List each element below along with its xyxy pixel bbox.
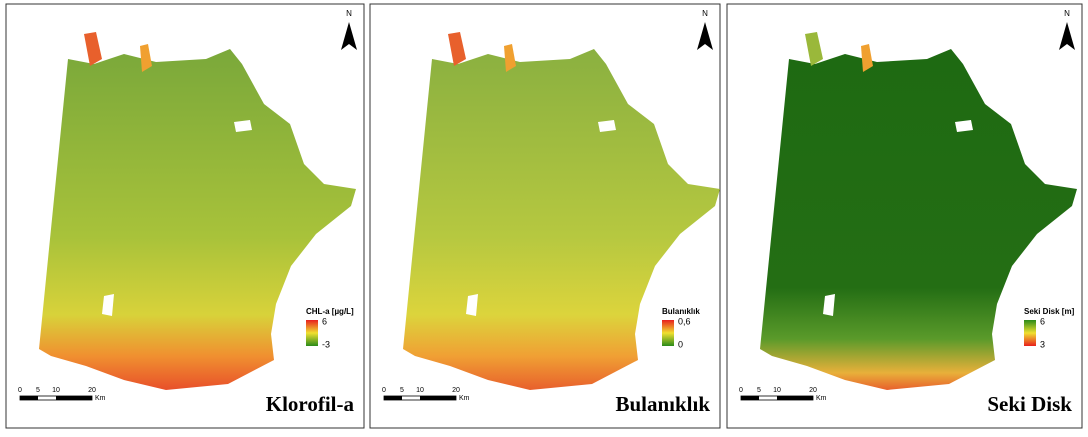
scale-tick: 20 bbox=[809, 387, 817, 394]
panel-title: Seki Disk bbox=[987, 392, 1072, 416]
scale-unit: Km bbox=[95, 395, 106, 402]
scale-tick: 10 bbox=[52, 387, 60, 394]
legend-title: CHL-a [µg/L] bbox=[306, 307, 354, 316]
island bbox=[955, 120, 973, 132]
legend-min: 3 bbox=[1040, 339, 1045, 349]
legend-ramp bbox=[1024, 320, 1036, 346]
island bbox=[598, 120, 616, 132]
north-label: N bbox=[346, 9, 352, 18]
legend-title: Seki Disk [m] bbox=[1024, 307, 1075, 316]
scale-tick: 20 bbox=[452, 387, 460, 394]
scale-bar-segment bbox=[741, 396, 759, 400]
legend-title: Bulanıklık bbox=[662, 307, 700, 316]
panel-title: Bulanıklık bbox=[615, 392, 710, 416]
island bbox=[234, 120, 252, 132]
scale-tick: 0 bbox=[739, 387, 743, 394]
legend-min: -3 bbox=[322, 339, 330, 349]
panel-title: Klorofil-a bbox=[266, 392, 355, 416]
scale-tick: 0 bbox=[18, 387, 22, 394]
scale-bar-segment bbox=[20, 396, 38, 400]
scale-tick: 5 bbox=[36, 387, 40, 394]
scale-unit: Km bbox=[816, 395, 827, 402]
north-label: N bbox=[702, 9, 708, 18]
scale-bar-segment bbox=[384, 396, 402, 400]
legend-min: 0 bbox=[678, 339, 683, 349]
legend-max: 6 bbox=[1040, 316, 1045, 326]
scale-tick: 10 bbox=[773, 387, 781, 394]
scale-tick: 20 bbox=[88, 387, 96, 394]
scale-tick: 0 bbox=[382, 387, 386, 394]
legend-max: 6 bbox=[322, 316, 327, 326]
figure: NCHL-a [µg/L]6-3051020KmKlorofil-aNBulan… bbox=[0, 0, 1088, 432]
scale-bar-segment bbox=[56, 396, 92, 400]
north-label: N bbox=[1064, 9, 1070, 18]
scale-tick: 5 bbox=[757, 387, 761, 394]
scale-bar-segment bbox=[420, 396, 456, 400]
scale-tick: 10 bbox=[416, 387, 424, 394]
scale-tick: 5 bbox=[400, 387, 404, 394]
scale-bar-segment bbox=[777, 396, 813, 400]
legend-ramp bbox=[662, 320, 674, 346]
scale-unit: Km bbox=[459, 395, 470, 402]
legend-max: 0,6 bbox=[678, 316, 691, 326]
legend-ramp bbox=[306, 320, 318, 346]
